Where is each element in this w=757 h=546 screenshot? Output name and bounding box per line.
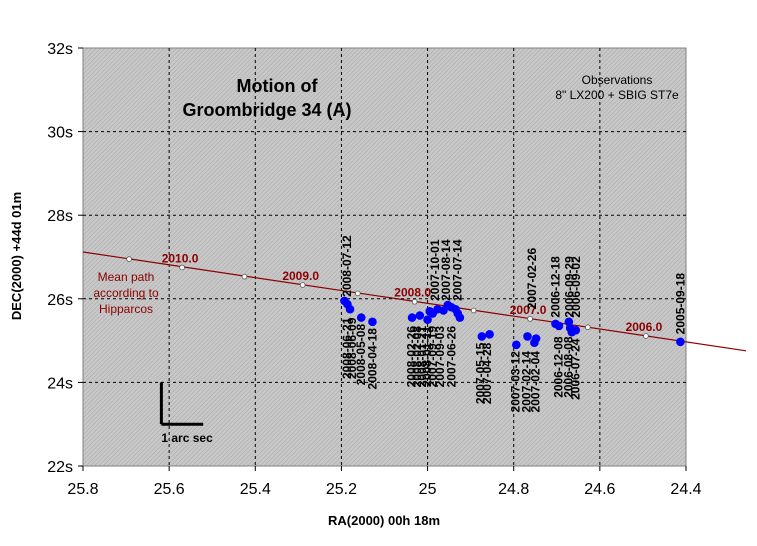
y-tick-label: 26s	[47, 292, 73, 309]
mean-path	[82, 251, 747, 352]
date-label: 2007-02-14	[520, 351, 534, 413]
observation-point	[415, 311, 425, 320]
date-label: 2006-12-08	[552, 336, 566, 398]
x-tick-label: 25.6	[154, 481, 185, 498]
observation-point	[368, 317, 377, 327]
date-label: 2006-09-02	[569, 256, 583, 318]
epoch-label: 2010.0	[162, 251, 199, 265]
date-label: 2006-08-08	[561, 336, 575, 398]
y-axis-title: DEC(2000) +44d 01m	[9, 192, 24, 320]
scale-bar: 1 arc sec	[159, 382, 213, 445]
y-tick-label: 32s	[47, 41, 73, 58]
date-label: 2007-09-03	[433, 326, 447, 388]
date-label: 2007-02-26	[525, 248, 539, 310]
y-tick-label: 24s	[47, 375, 73, 392]
x-tick-label: 25.8	[67, 481, 98, 498]
path-marker	[299, 282, 306, 288]
date-label: 2007-09-19	[425, 326, 439, 388]
date-labels: 2008-07-12 2008-06-212008-06-092008-05-08…	[340, 235, 687, 412]
x-tick-label: 25.2	[326, 481, 357, 498]
date-label: 2006-07-24	[569, 338, 583, 400]
observation-point	[407, 313, 417, 322]
x-tick-label: 24.6	[584, 481, 615, 498]
observation-point	[455, 313, 465, 322]
observation-point	[423, 315, 432, 325]
path-marker	[643, 333, 649, 339]
observations-note-line-1: Observations	[582, 73, 653, 87]
path-marker	[179, 264, 185, 271]
mean-path-label-line-1: Mean path	[98, 270, 155, 284]
observations-note-line-2: 8" LX200 + SBIG ST7e	[555, 88, 679, 102]
observation-point	[511, 340, 521, 350]
date-label: 2007-02-04	[528, 351, 542, 413]
epoch-labels: 2010.0 2009.0 2008.0 2007.0 2006.0	[162, 251, 663, 334]
epoch-label: 2007.0	[510, 303, 547, 317]
date-label: 2005-09-18	[673, 273, 687, 335]
path-marker	[527, 316, 533, 322]
x-tick-label: 25	[419, 481, 437, 498]
date-label: 2008-04-18	[365, 328, 379, 390]
observation-points	[340, 296, 685, 350]
date-label: 2007-04-28	[480, 342, 494, 404]
date-label: 2008-01-11	[420, 326, 434, 387]
y-tick-label: 28s	[47, 208, 73, 225]
date-label: 2007-08-14	[439, 239, 453, 301]
observation-point	[345, 304, 355, 314]
observation-point	[477, 332, 487, 341]
path-marker	[241, 273, 248, 280]
chart-title-line-1: Motion of	[237, 76, 319, 96]
x-tick-label: 24.8	[498, 481, 529, 498]
path-marker	[584, 324, 591, 331]
date-label: 2007-07-14	[451, 239, 465, 301]
path-marker	[411, 298, 418, 305]
date-label: 2007-06-26	[444, 326, 458, 388]
observation-point	[523, 332, 532, 341]
observation-point	[356, 313, 366, 322]
mean-path-label-line-2: according to	[93, 286, 159, 300]
epoch-label: 2009.0	[282, 269, 319, 283]
epoch-label: 2006.0	[626, 320, 663, 334]
x-axis-title: RA(2000) 00h 18m	[328, 513, 440, 528]
date-label: 2006-09-29	[563, 256, 577, 318]
path-marker	[354, 290, 361, 297]
date-label: 2007-10-01	[428, 239, 442, 301]
y-tick-label: 30s	[47, 125, 73, 142]
x-tick-label: 25.4	[240, 481, 271, 498]
date-label: 2006-12-18	[548, 256, 562, 318]
path-marker	[126, 256, 132, 262]
chart-title-line-2: Groombridge 34 (A)	[182, 100, 351, 120]
date-label: 2008-07-12	[340, 235, 354, 297]
mean-path-label-line-3: Hipparcos	[99, 302, 153, 316]
observation-point	[531, 334, 541, 343]
grid-lines	[78, 47, 687, 471]
date-label: 2007-03-12	[508, 351, 522, 413]
x-tick-label: 24.4	[670, 481, 701, 498]
date-label: 2008-02-26	[405, 326, 419, 388]
observation-point	[571, 325, 581, 335]
date-label: 2008-06-09	[345, 317, 359, 379]
date-label: 2007-05-15	[474, 342, 488, 404]
path-marker	[470, 307, 477, 314]
observation-point	[485, 330, 494, 339]
date-label: 2008-01-21	[415, 326, 429, 388]
scale-bar-label: 1 arc sec	[161, 431, 213, 445]
y-tick-label: 22s	[47, 459, 73, 476]
date-label: 2008-06-21	[340, 317, 354, 379]
plot-area	[82, 47, 687, 467]
date-label: 2008-02-08	[410, 326, 424, 388]
y-tick-labels: 22s 24s 26s 28s 30s 32s	[47, 41, 73, 476]
observation-point	[676, 337, 685, 347]
epoch-label: 2008.0	[394, 286, 431, 300]
date-label: 2008-05-08	[354, 324, 368, 386]
x-tick-labels: 25.8 25.6 25.4 25.2 25 24.8 24.6 24.4	[67, 481, 701, 498]
observation-point	[554, 321, 564, 331]
